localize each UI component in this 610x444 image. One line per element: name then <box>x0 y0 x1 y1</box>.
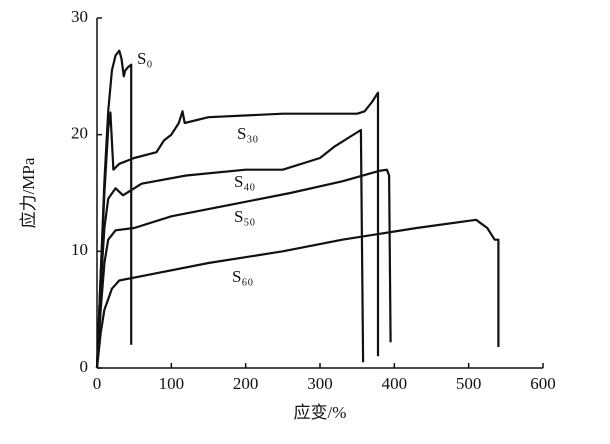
y-axis-label: 应力/MPa <box>19 157 38 228</box>
curve <box>95 91 380 369</box>
series-label: S₀ <box>137 49 152 68</box>
curve <box>95 168 392 369</box>
x-tick-label: 200 <box>233 374 259 393</box>
y-tick-label: 0 <box>80 357 89 376</box>
y-tick-label: 30 <box>71 7 88 26</box>
x-axis-label: 应变/% <box>294 403 347 422</box>
series-label: S₄₀ <box>234 172 255 191</box>
x-tick-label: 0 <box>93 374 102 393</box>
series-label: S₆₀ <box>232 267 253 286</box>
x-tick-label: 400 <box>382 374 408 393</box>
x-tick-label: 500 <box>456 374 482 393</box>
series-label: S₃₀ <box>237 124 258 143</box>
series-label: S₅₀ <box>234 207 255 226</box>
curve <box>95 218 500 369</box>
curve <box>95 128 365 369</box>
x-tick-label: 600 <box>530 374 556 393</box>
y-tick-label: 10 <box>71 240 88 259</box>
x-tick-label: 100 <box>159 374 185 393</box>
y-tick-label: 20 <box>71 124 88 143</box>
x-tick-label: 300 <box>307 374 333 393</box>
